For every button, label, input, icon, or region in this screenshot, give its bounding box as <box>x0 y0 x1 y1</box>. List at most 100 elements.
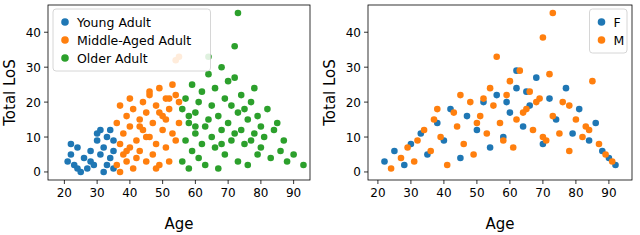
x-tick <box>476 180 477 184</box>
point <box>127 123 134 130</box>
point <box>487 85 494 92</box>
point <box>487 144 494 151</box>
x-tick-label: 40 <box>436 186 451 200</box>
point <box>195 155 202 162</box>
point <box>146 88 153 95</box>
point <box>510 144 517 151</box>
y-axis-label: Total LoS <box>1 59 19 127</box>
x-tick <box>608 180 609 184</box>
y-tick-label: 40 <box>346 26 361 40</box>
point <box>248 99 255 106</box>
point <box>77 169 84 176</box>
point <box>258 144 265 151</box>
point <box>163 144 170 151</box>
point <box>91 162 98 169</box>
y-tick <box>364 67 368 68</box>
legend-label: F <box>614 15 621 30</box>
point <box>460 141 467 148</box>
point <box>470 151 477 158</box>
point <box>156 85 163 92</box>
legend-label: Young Adult <box>76 15 151 30</box>
point <box>127 95 134 102</box>
x-tick <box>575 180 576 184</box>
point <box>182 137 189 144</box>
y-axis-label: Total LoS <box>321 59 339 127</box>
point <box>189 81 196 88</box>
point <box>228 137 235 144</box>
point <box>186 165 193 172</box>
y-tick <box>364 102 368 103</box>
point <box>490 102 497 109</box>
point <box>274 120 281 127</box>
point <box>530 127 537 134</box>
point <box>497 120 504 127</box>
point <box>546 95 553 102</box>
point <box>391 148 398 155</box>
x-tick <box>377 180 378 184</box>
point <box>238 127 245 134</box>
point <box>97 127 104 134</box>
point <box>474 127 481 134</box>
point <box>192 130 199 137</box>
point <box>602 151 609 158</box>
point <box>153 102 160 109</box>
point <box>225 120 232 127</box>
point <box>192 109 199 116</box>
point <box>215 165 222 172</box>
point <box>199 141 206 148</box>
point <box>231 43 238 50</box>
point <box>222 95 229 102</box>
point <box>457 92 464 99</box>
point <box>133 155 140 162</box>
legend-swatch <box>61 18 69 26</box>
point <box>231 130 238 137</box>
point <box>123 148 130 155</box>
point <box>457 155 464 162</box>
point <box>199 88 206 95</box>
point <box>451 109 458 116</box>
point <box>244 162 251 169</box>
x-tick <box>410 180 411 184</box>
figure-svg: 2030405060708090010203040AgeTotal LoSYou… <box>0 0 640 235</box>
point <box>507 109 514 116</box>
x-tick <box>228 180 229 184</box>
point <box>169 130 176 137</box>
point <box>411 158 418 165</box>
point <box>251 130 258 137</box>
legend: Young AdultMiddle-Aged AdultOlder Adult <box>53 9 211 71</box>
point <box>533 99 540 106</box>
point <box>87 148 94 155</box>
point <box>503 92 510 99</box>
y-tick <box>44 67 48 68</box>
x-tick-label: 60 <box>502 186 517 200</box>
legend-swatch <box>598 18 606 26</box>
legend-box <box>590 9 628 53</box>
point <box>136 116 143 123</box>
x-tick-label: 50 <box>155 186 170 200</box>
y-tick-label: 30 <box>346 61 361 75</box>
point <box>150 151 157 158</box>
point <box>579 134 586 141</box>
point <box>212 144 219 151</box>
point <box>281 137 288 144</box>
point <box>464 113 471 120</box>
point <box>166 106 173 113</box>
plot-frame <box>368 5 632 180</box>
point <box>100 169 107 176</box>
point <box>123 158 130 165</box>
point <box>166 95 173 102</box>
point <box>444 162 451 169</box>
point <box>130 106 137 113</box>
x-tick <box>260 180 261 184</box>
points <box>381 10 619 172</box>
legend-swatch <box>61 36 69 44</box>
point <box>267 155 274 162</box>
x-tick-label: 80 <box>253 186 268 200</box>
legend-box <box>53 9 211 71</box>
point <box>493 53 500 60</box>
point <box>153 165 160 172</box>
y-tick-label: 20 <box>26 96 41 110</box>
x-tick <box>97 180 98 184</box>
x-tick-label: 30 <box>403 186 418 200</box>
point <box>166 158 173 165</box>
